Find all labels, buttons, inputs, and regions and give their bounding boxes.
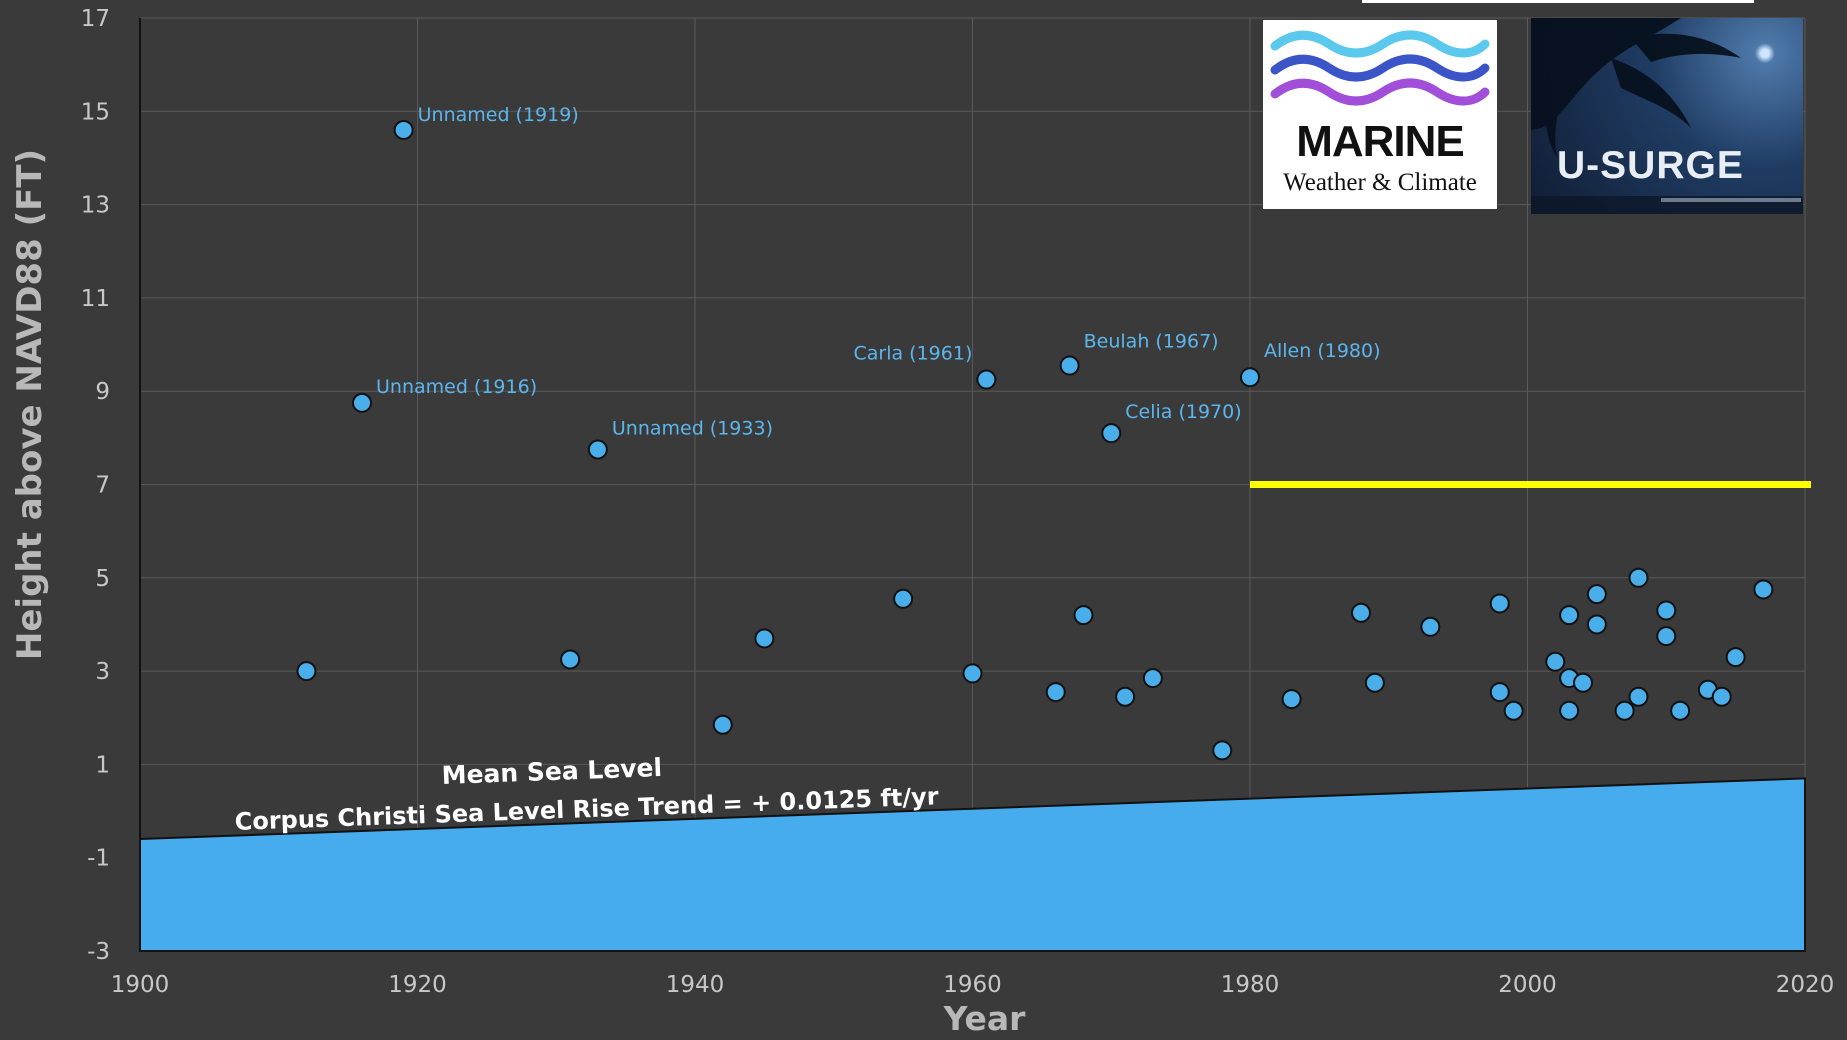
data-point [1351, 602, 1371, 623]
y-tick-label: 11 [81, 286, 110, 312]
data-point [352, 392, 372, 413]
u-surge-logo: U-SURGE [1531, 18, 1803, 214]
point-labels: Unnamed (1916) Unnamed (1919) Unnamed (193… [376, 104, 1381, 440]
y-tick-label: 13 [81, 193, 110, 219]
data-point [1489, 593, 1510, 614]
data-point [1240, 367, 1260, 388]
data-point [587, 439, 608, 460]
data-point-label: Celia (1970) [1125, 401, 1241, 423]
data-point [1059, 355, 1080, 376]
data-point [1614, 700, 1635, 721]
data-point [712, 714, 733, 735]
data-point [893, 588, 914, 609]
x-axis-title: Year [943, 999, 1027, 1035]
x-tick-label: 1920 [388, 972, 447, 998]
x-tick-label: 1940 [666, 972, 725, 998]
y-tick-label: 15 [81, 99, 110, 125]
y-tick-label: -1 [87, 846, 110, 872]
data-point [1545, 651, 1566, 672]
data-point [296, 661, 317, 682]
data-point-label: Beulah (1967) [1084, 331, 1219, 353]
data-point-label: Unnamed (1933) [612, 418, 773, 440]
marine-waves-icon [1270, 30, 1490, 106]
data-point [1364, 672, 1385, 693]
data-point [1753, 579, 1774, 600]
data-point [1489, 682, 1510, 703]
data-point [1142, 668, 1163, 689]
data-point [1628, 567, 1649, 588]
marine-logo-subtitle: Weather & Climate [1283, 169, 1477, 196]
data-point [1420, 616, 1441, 637]
data-point [1670, 700, 1691, 721]
data-point [1628, 686, 1649, 707]
y-tick-label: 7 [95, 473, 110, 499]
x-tick-label: 2020 [1776, 972, 1835, 998]
data-point [1711, 686, 1732, 707]
data-point [1656, 600, 1677, 621]
data-point [1115, 686, 1136, 707]
data-point [1045, 682, 1066, 703]
marine-weather-climate-logo: MARINE Weather & Climate [1263, 20, 1497, 209]
y-tick-label: 1 [95, 752, 110, 778]
data-point [393, 119, 414, 140]
data-point [754, 628, 775, 649]
data-point [1101, 423, 1122, 444]
data-point [976, 369, 997, 390]
data-point [1725, 647, 1746, 668]
marine-logo-word: MARINE [1296, 117, 1465, 166]
data-point [1503, 700, 1524, 721]
x-tick-label: 1980 [1221, 972, 1280, 998]
data-point [1073, 605, 1094, 626]
data-point [1586, 614, 1607, 635]
data-point [1212, 740, 1233, 761]
data-point [1559, 605, 1580, 626]
x-tick-label: 2000 [1498, 972, 1557, 998]
x-tick-label: 1960 [943, 972, 1002, 998]
data-point [1656, 626, 1677, 647]
data-point [560, 649, 581, 670]
data-point [1281, 689, 1302, 710]
data-point-label: Unnamed (1916) [376, 376, 537, 398]
palm-tree-icon [1531, 18, 1803, 214]
u-surge-logo-word: U-SURGE [1557, 144, 1744, 187]
data-point-label: Unnamed (1919) [418, 104, 579, 126]
data-point-label: Allen (1980) [1264, 340, 1381, 362]
data-point [1573, 672, 1593, 693]
x-tick-label: 1900 [111, 972, 170, 998]
data-point [1586, 584, 1607, 605]
y-tick-label: 9 [95, 379, 110, 405]
y-tick-label: 5 [95, 566, 110, 592]
axes: 1900 1920 1940 1960 1980 2000 2020-3-113579111… [10, 6, 1835, 1038]
y-tick-label: 3 [95, 659, 110, 685]
top-decor-bar [1362, 0, 1754, 3]
y-axis-title: Height above NAVD88 (FT) [10, 149, 50, 660]
data-points [296, 119, 1774, 761]
data-point [962, 663, 983, 684]
y-tick-label: -3 [87, 939, 110, 965]
y-tick-label: 17 [81, 6, 110, 32]
mean-sea-level-label: Mean Sea Level [441, 753, 662, 790]
data-point [1559, 700, 1580, 721]
data-point-label: Carla (1961) [854, 343, 973, 365]
